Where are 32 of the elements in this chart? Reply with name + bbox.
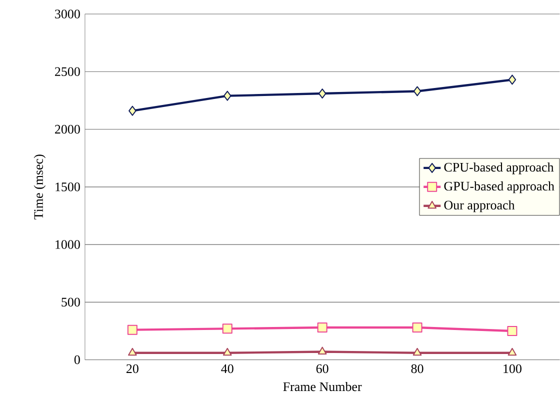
y-tick-label: 2500 xyxy=(55,67,80,76)
x-tick-label: 100 xyxy=(504,364,522,374)
x-tick-label: 40 xyxy=(221,364,234,374)
x-axis-title: Frame Number xyxy=(283,382,362,392)
x-tick-label: 80 xyxy=(411,364,424,374)
y-tick-label: 1000 xyxy=(56,240,80,250)
point xyxy=(128,106,136,116)
x-tick-label: 60 xyxy=(316,364,328,374)
legend-label: GPU-based approach xyxy=(444,182,554,194)
y-tick-label: 0 xyxy=(74,356,80,364)
point xyxy=(317,322,328,333)
point xyxy=(507,326,518,336)
y-tick-label: 500 xyxy=(62,298,80,307)
y-tick-label: 1500 xyxy=(56,182,80,192)
point xyxy=(222,348,232,356)
y-tick-label: 3000 xyxy=(55,10,80,18)
point xyxy=(224,90,232,101)
point xyxy=(318,88,326,99)
point xyxy=(508,348,517,356)
legend-label: CPU-based approach xyxy=(444,162,554,174)
point xyxy=(128,348,137,356)
point xyxy=(222,324,232,334)
point xyxy=(413,86,422,96)
x-tick-label: 20 xyxy=(126,364,138,374)
point xyxy=(127,324,138,335)
point xyxy=(412,348,422,356)
point xyxy=(318,346,327,355)
legend-label: Our approach xyxy=(444,200,515,212)
point xyxy=(412,322,422,333)
y-axis-title: Time (msec) xyxy=(34,154,46,220)
y-tick-label: 2000 xyxy=(55,124,80,134)
point xyxy=(508,74,516,85)
